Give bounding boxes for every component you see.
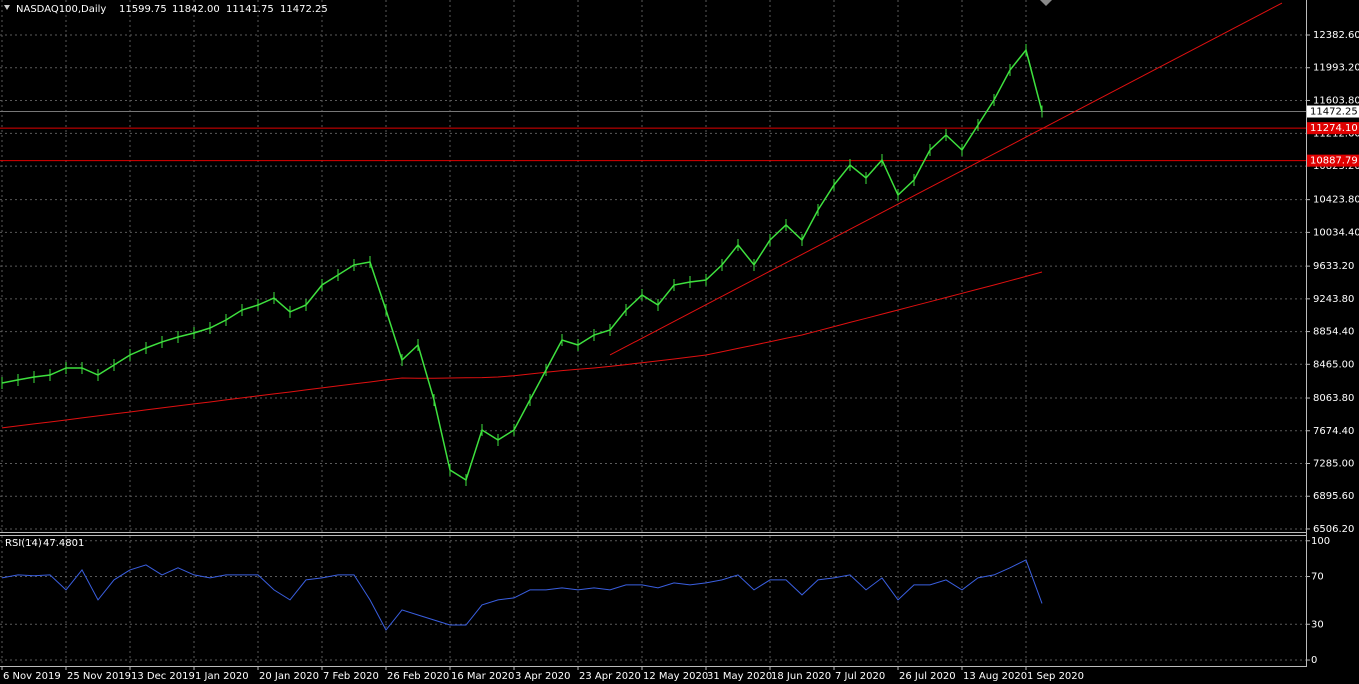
y-tick-label: 8465.00: [1313, 359, 1354, 370]
x-tick-label: 6 Nov 2019: [3, 671, 61, 682]
level-label-box: [1307, 154, 1359, 167]
x-tick-label: 3 Apr 2020: [515, 671, 570, 682]
y-tick-label: 12382.60: [1313, 30, 1359, 41]
level-label: 10887.79: [1310, 156, 1358, 167]
y-tick-label: 8063.80: [1313, 393, 1354, 404]
x-tick-label: 12 May 2020: [643, 671, 708, 682]
y-tick-label: 11603.80: [1313, 95, 1359, 106]
x-tick-label: 26 Feb 2020: [387, 671, 449, 682]
text-layer: NASDAQ100,Daily 11599.75 11842.00 11141.…: [1, 4, 1359, 682]
low-price: 11141.75: [226, 4, 274, 15]
x-tick-label: 16 Mar 2020: [451, 671, 514, 682]
x-tick-label: 31 May 2020: [707, 671, 772, 682]
price-label-box: [1307, 105, 1359, 118]
x-tick-label: 23 Apr 2020: [579, 671, 641, 682]
rsi-name: RSI(14): [5, 538, 42, 549]
x-tick-label: 7 Feb 2020: [323, 671, 379, 682]
data-layer: [0, 2, 1306, 631]
trendline: [609, 2, 1283, 356]
level-label: 11274.10: [1310, 123, 1358, 134]
x-tick-label: 1 Sep 2020: [1027, 671, 1084, 682]
x-tick-label: 7 Jul 2020: [835, 671, 885, 682]
price-label: 11472.25: [1310, 107, 1358, 118]
y-tick-label: 9243.80: [1313, 294, 1354, 305]
x-tick-label: 13 Dec 2019: [131, 671, 195, 682]
y-tick-label: 6506.20: [1313, 524, 1354, 535]
y-tick-label: 9633.20: [1313, 261, 1354, 272]
rsi-tick-label: 0: [1311, 655, 1317, 666]
y-tick-label: 7285.00: [1313, 458, 1354, 469]
title-arrow: [4, 5, 10, 10]
open-price: 11599.75: [119, 4, 167, 15]
x-tick-label: 13 Aug 2020: [963, 671, 1027, 682]
moving-average: [1, 271, 1043, 429]
y-tick-label: 11993.20: [1313, 63, 1359, 74]
x-tick-label: 26 Jul 2020: [899, 671, 956, 682]
y-tick-label: 10034.40: [1313, 227, 1359, 238]
rsi-line: [1, 559, 1043, 631]
x-tick-label: 25 Nov 2019: [67, 671, 131, 682]
shift-marker: [1040, 0, 1052, 6]
symbol: NASDAQ100,Daily: [16, 4, 106, 15]
x-tick-label: 18 Jun 2020: [771, 671, 831, 682]
level-label-box: [1307, 122, 1359, 135]
y-tick-label: 6895.60: [1313, 491, 1354, 502]
high-price: 11842.00: [172, 4, 220, 15]
y-tick-label: 8854.40: [1313, 327, 1354, 338]
x-tick-label: 1 Jan 2020: [195, 671, 249, 682]
x-tick-label: 20 Jan 2020: [259, 671, 319, 682]
grid-layer: [0, 0, 1306, 666]
rsi-tick-label: 30: [1311, 619, 1324, 630]
close-price: 11472.25: [280, 4, 328, 15]
price-line-series: [1, 48, 1043, 482]
rsi-value: 47.4801: [43, 538, 84, 549]
rsi-tick-label: 70: [1311, 572, 1324, 583]
y-tick-label: 7674.40: [1313, 426, 1354, 437]
y-tick-label: 10423.80: [1313, 195, 1359, 206]
rsi-tick-label: 100: [1311, 536, 1330, 547]
